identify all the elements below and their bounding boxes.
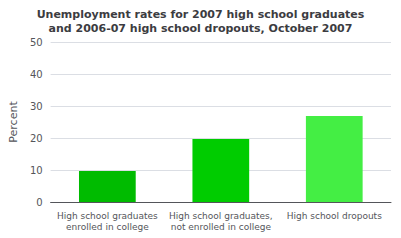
svg-text:50: 50 — [30, 37, 43, 48]
svg-text:High school dropouts: High school dropouts — [287, 211, 382, 221]
svg-text:enrolled in college: enrolled in college — [66, 222, 149, 232]
svg-text:0: 0 — [36, 197, 42, 208]
svg-text:30: 30 — [30, 101, 43, 112]
svg-text:High school graduates,: High school graduates, — [169, 211, 273, 221]
svg-text:Unemployment rates for 2007 hi: Unemployment rates for 2007 high school … — [37, 8, 365, 21]
svg-text:10: 10 — [30, 165, 43, 176]
svg-text:and 2006-07 high school dropou: and 2006-07 high school dropouts, Octobe… — [49, 22, 353, 35]
svg-text:20: 20 — [30, 133, 43, 144]
svg-text:Percent: Percent — [7, 101, 20, 143]
svg-text:not enrolled in college: not enrolled in college — [171, 222, 272, 232]
svg-text:High school graduates: High school graduates — [57, 211, 158, 221]
svg-text:40: 40 — [30, 69, 43, 80]
